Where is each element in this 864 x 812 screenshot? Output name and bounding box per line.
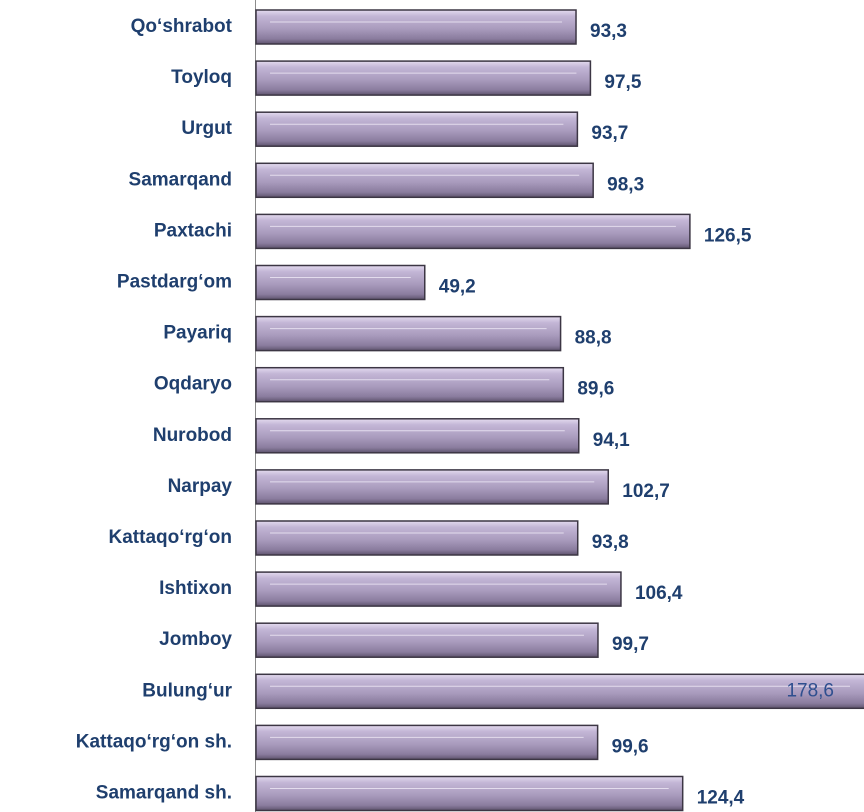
bar <box>255 571 622 607</box>
category-label: Samarqand sh. <box>96 783 232 804</box>
bar <box>255 724 599 761</box>
category-label: Samarqand <box>129 169 232 190</box>
bar <box>255 60 592 96</box>
category-label: Pastdarg‘om <box>117 272 232 293</box>
category-label: Paxtachi <box>154 220 232 241</box>
bar <box>255 162 594 199</box>
category-label: Kattaqo‘rg‘on <box>109 527 233 548</box>
value-label: 99,7 <box>612 634 649 655</box>
value-label: 49,2 <box>439 277 476 298</box>
bar <box>255 520 579 556</box>
value-label: 98,3 <box>607 174 644 195</box>
bar <box>255 418 580 454</box>
bar <box>255 111 579 147</box>
category-label: Nurobod <box>153 425 232 446</box>
bar <box>255 469 610 505</box>
value-label: 88,8 <box>575 328 612 349</box>
value-label: 106,4 <box>635 583 683 604</box>
bar <box>255 264 426 301</box>
value-label: 93,3 <box>590 21 627 42</box>
bar <box>255 315 562 352</box>
value-label: 94,1 <box>593 430 630 451</box>
bar <box>255 775 684 812</box>
category-label: Payariq <box>163 323 232 344</box>
category-label: Ishtixon <box>159 578 232 599</box>
value-label: 97,5 <box>604 72 641 93</box>
value-label: 93,7 <box>591 123 628 144</box>
bar <box>255 366 565 403</box>
bar <box>255 673 864 710</box>
category-label: Toyloq <box>171 67 232 88</box>
category-label: Qo‘shrabot <box>131 16 233 37</box>
category-label: Kattaqo‘rg‘on sh. <box>76 731 232 752</box>
value-label: 89,6 <box>577 379 614 400</box>
value-label: 178,6 <box>786 680 834 701</box>
bar <box>255 9 577 45</box>
value-label: 99,6 <box>612 736 649 757</box>
bar <box>255 213 691 250</box>
category-label: Bulung‘ur <box>142 680 232 701</box>
category-label: Jomboy <box>159 629 232 650</box>
category-label: Oqdaryo <box>154 374 232 395</box>
value-label: 124,4 <box>697 788 745 809</box>
bar <box>255 622 599 658</box>
value-label: 93,8 <box>592 532 629 553</box>
category-label: Urgut <box>181 118 232 139</box>
category-label: Narpay <box>168 476 233 497</box>
value-label: 126,5 <box>704 225 752 246</box>
value-label: 102,7 <box>622 481 670 502</box>
